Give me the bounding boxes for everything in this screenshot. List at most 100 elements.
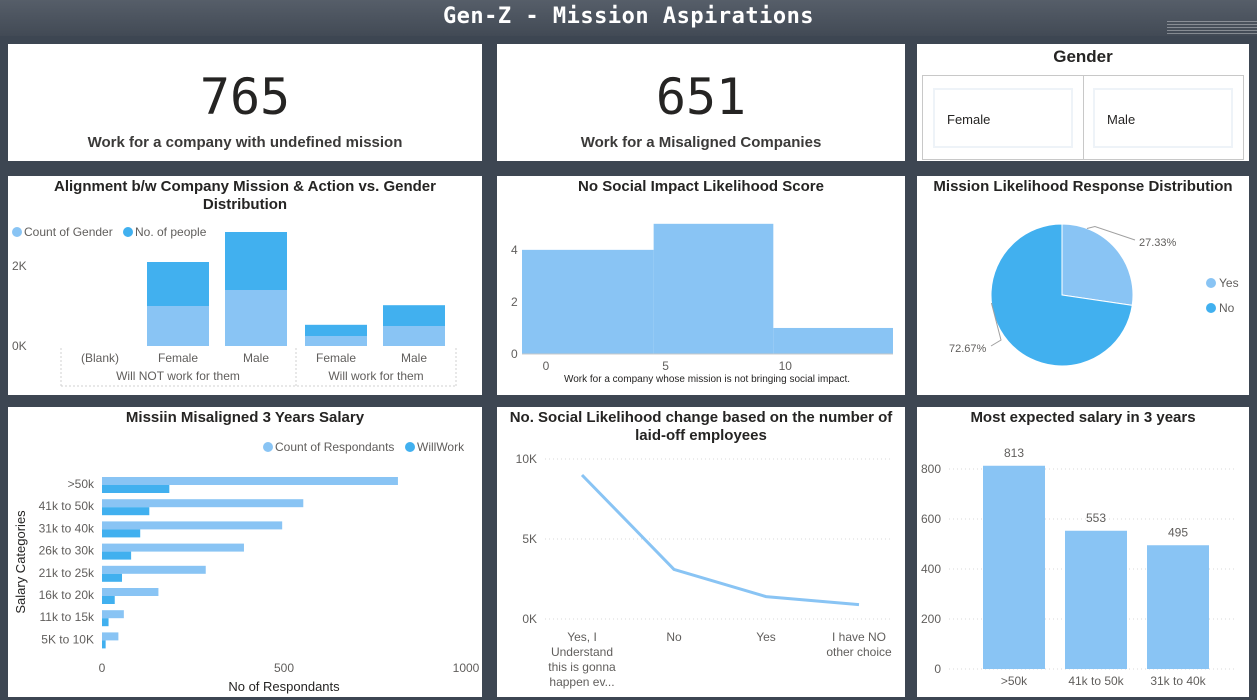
slicer-option-male[interactable]: Male bbox=[1093, 88, 1233, 148]
kpi-value: 651 bbox=[655, 68, 747, 126]
x-axis-title: Work for a company whose mission is not … bbox=[564, 374, 850, 385]
pie-slice-no bbox=[990, 223, 1133, 367]
legend-label: No bbox=[1219, 301, 1235, 315]
legend-marker bbox=[12, 227, 22, 237]
y-axis-title: Salary Categories bbox=[13, 510, 28, 614]
slicer-divider bbox=[1083, 76, 1084, 159]
kpi-card-misaligned: 651 Work for a Misaligned Companies bbox=[497, 44, 905, 161]
y-tick-label: 5K bbox=[522, 532, 537, 546]
x-tick-label: 10 bbox=[779, 359, 793, 373]
bar-willwork bbox=[102, 618, 109, 627]
y-tick-label: 0 bbox=[934, 662, 941, 676]
bar-segment-no-of-people bbox=[383, 305, 445, 326]
y-tick-label: 5K to 10K bbox=[41, 632, 94, 646]
bar-willwork bbox=[102, 573, 123, 582]
x-tick-label: No bbox=[666, 630, 682, 644]
alignment-chart-card: Alignment b/w Company Mission & Action v… bbox=[8, 176, 482, 395]
group-label: Will NOT work for them bbox=[116, 369, 240, 383]
x-tick-label: 500 bbox=[274, 661, 294, 675]
pie-slice-yes bbox=[1061, 223, 1134, 306]
misaligned-salary-card: Missiin Misaligned 3 Years Salary Count … bbox=[8, 407, 482, 697]
bar-segment-no-of-people bbox=[225, 232, 287, 290]
y-tick-label: 41k to 50k bbox=[39, 499, 95, 513]
x-tick-label: Yes, I Understand this is gonna happen ev..… bbox=[548, 630, 616, 689]
x-tick-label: Male bbox=[401, 351, 427, 365]
gender-slicer: Female Male bbox=[922, 75, 1244, 160]
bar-count-of-respondants bbox=[102, 632, 119, 641]
report-header: Gen-Z - Mission Aspirations bbox=[0, 0, 1257, 36]
chart-title: No Social Impact Likelihood Score bbox=[578, 178, 824, 195]
chart-title: No. Social Likelihood change based on th… bbox=[509, 409, 893, 444]
leader-line bbox=[1086, 225, 1136, 241]
chart-title: Missiin Misaligned 3 Years Salary bbox=[125, 409, 365, 426]
histogram-bar bbox=[653, 223, 774, 354]
legend-marker bbox=[1206, 303, 1216, 313]
legend-marker bbox=[405, 442, 415, 452]
x-tick-label: Female bbox=[158, 351, 198, 365]
x-tick-label: 41k to 50k bbox=[1068, 674, 1124, 688]
expected-salary-chart: 0 200 400 600 800 813 >50k 553 41k to 50k 495 31k … bbox=[921, 446, 1237, 688]
x-tick-label: 0 bbox=[99, 661, 106, 675]
legend-marker bbox=[123, 227, 133, 237]
kpi-value: 765 bbox=[199, 68, 291, 126]
y-tick-label: 2 bbox=[511, 295, 518, 309]
legend-label: Count of Gender bbox=[24, 225, 113, 239]
bar-segment-count-of-gender bbox=[147, 306, 209, 346]
expected-salary-card: Most expected salary in 3 years 0 200 400 6… bbox=[917, 407, 1249, 697]
layoff-likelihood-card: No. Social Likelihood change based on th… bbox=[497, 407, 905, 697]
y-tick-label: >50k bbox=[68, 477, 95, 491]
kpi-card-undefined-mission: 765 Work for a company with undefined mi… bbox=[8, 44, 482, 161]
kpi-label: Work for a company with undefined missio… bbox=[87, 134, 403, 151]
leader-line bbox=[990, 302, 1002, 347]
x-tick-label: 5 bbox=[662, 359, 669, 373]
y-tick-label: 26k to 30k bbox=[39, 544, 95, 558]
y-tick-label: 0 bbox=[511, 347, 518, 361]
x-tick-label: 1000 bbox=[453, 661, 480, 675]
x-tick-label: >50k bbox=[1001, 674, 1028, 688]
bar-count-of-respondants bbox=[102, 477, 398, 485]
likelihood-score-card: No Social Impact Likelihood Score 0 2 4 0 5 1… bbox=[497, 176, 905, 395]
bar bbox=[983, 465, 1045, 669]
slicer-option-female[interactable]: Female bbox=[933, 88, 1073, 148]
bar-willwork bbox=[102, 529, 141, 538]
y-tick-label: 600 bbox=[921, 512, 941, 526]
legend-label: Yes bbox=[1219, 276, 1239, 290]
y-tick-label: 16k to 20k bbox=[39, 588, 95, 602]
y-tick-label: 31k to 40k bbox=[39, 521, 95, 535]
x-tick-label: I have NO other choice bbox=[826, 630, 892, 659]
kpi-label: Work for a Misaligned Companies bbox=[580, 134, 822, 151]
y-tick-label: 800 bbox=[921, 462, 941, 476]
y-tick-label: 2K bbox=[12, 259, 27, 273]
y-tick-label: 400 bbox=[921, 562, 941, 576]
y-tick-label: 4 bbox=[511, 243, 518, 257]
y-tick-label: 10K bbox=[516, 452, 537, 466]
x-axis-title: No of Respondants bbox=[228, 679, 340, 694]
series-line bbox=[580, 473, 860, 607]
misaligned-salary-chart: Count of Respondants WillWork >50k 41k to 5… bbox=[13, 440, 480, 694]
gender-slicer-title: Gender bbox=[1053, 47, 1113, 66]
data-label: 72.67% bbox=[949, 343, 987, 355]
bar-willwork bbox=[102, 640, 106, 649]
x-tick-label: Male bbox=[243, 351, 269, 365]
chart-title: Mission Likelihood Response Distribution bbox=[933, 178, 1233, 195]
legend-marker bbox=[1206, 278, 1216, 288]
response-distribution-chart: 27.33% 72.67% Yes No bbox=[949, 223, 1239, 367]
bar bbox=[1065, 530, 1127, 669]
bar-willwork bbox=[102, 507, 150, 516]
header-decoration bbox=[1167, 20, 1257, 34]
bar-willwork bbox=[102, 596, 115, 604]
data-label: 813 bbox=[1004, 446, 1024, 460]
report-title: Gen-Z - Mission Aspirations bbox=[442, 4, 815, 29]
legend-label: Count of Respondants bbox=[275, 440, 394, 454]
bar-count-of-respondants bbox=[102, 499, 304, 508]
bar-count-of-respondants bbox=[102, 610, 124, 619]
bar-count-of-respondants bbox=[102, 565, 206, 574]
group-label: Will work for them bbox=[328, 369, 423, 383]
bar-segment-no-of-people bbox=[147, 262, 209, 306]
y-tick-label: 11k to 15k bbox=[40, 610, 95, 624]
x-tick-label: Yes bbox=[756, 630, 776, 644]
chart-title: Alignment b/w Company Mission & Action v… bbox=[54, 178, 436, 213]
data-label: 27.33% bbox=[1139, 237, 1177, 249]
bar-willwork bbox=[102, 485, 170, 493]
